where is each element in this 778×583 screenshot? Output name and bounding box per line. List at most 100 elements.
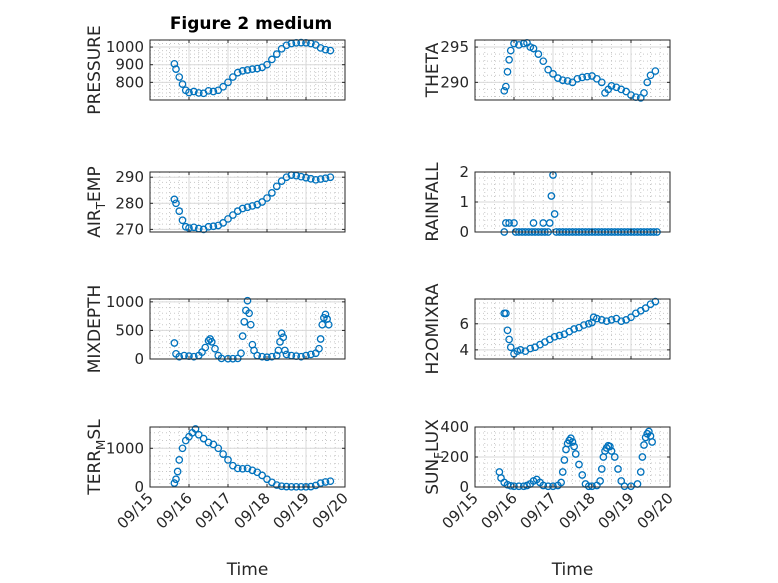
data-point bbox=[229, 73, 237, 81]
data-point bbox=[614, 465, 622, 473]
x-tick-label: 09/16 bbox=[153, 489, 196, 532]
data-point bbox=[246, 320, 255, 329]
series-markers bbox=[170, 38, 335, 98]
data-point bbox=[272, 182, 281, 191]
data-point bbox=[573, 74, 582, 83]
data-point bbox=[263, 353, 271, 362]
data-point bbox=[253, 64, 262, 73]
x-tick-label: 09/18 bbox=[231, 489, 274, 532]
figure-title: Figure 2 medium bbox=[170, 14, 332, 34]
y-tick-label: 290 bbox=[440, 73, 469, 91]
y-tick-label: 200 bbox=[440, 448, 469, 466]
data-point bbox=[547, 192, 556, 200]
data-point bbox=[172, 199, 180, 208]
data-point bbox=[502, 82, 510, 91]
data-point bbox=[597, 465, 606, 473]
data-point bbox=[570, 442, 578, 451]
data-point bbox=[204, 438, 213, 447]
y-tick-label: 800 bbox=[115, 73, 144, 91]
data-point bbox=[588, 318, 596, 327]
data-point bbox=[640, 441, 648, 449]
data-point bbox=[307, 350, 315, 359]
data-point bbox=[640, 89, 648, 97]
data-point bbox=[539, 57, 548, 66]
data-point bbox=[646, 71, 655, 80]
y-tick-label: 1000 bbox=[106, 439, 144, 457]
y-axis-label: SUNFLUX bbox=[423, 419, 446, 495]
data-point bbox=[190, 223, 198, 232]
data-point bbox=[243, 464, 252, 473]
data-point bbox=[204, 222, 213, 231]
data-point bbox=[324, 320, 333, 329]
data-point bbox=[316, 44, 325, 52]
data-point bbox=[190, 352, 198, 361]
series-markers bbox=[170, 425, 335, 491]
data-point bbox=[641, 433, 650, 442]
data-point bbox=[588, 482, 596, 491]
data-point bbox=[214, 444, 223, 453]
y-tick-label: 1000 bbox=[106, 38, 144, 56]
x-tick-label: 09/19 bbox=[595, 489, 638, 532]
data-point bbox=[622, 87, 630, 96]
data-point bbox=[268, 189, 276, 197]
data-point bbox=[172, 475, 180, 484]
data-point bbox=[209, 87, 218, 96]
y-axis-label: MIXDEPTH bbox=[85, 285, 105, 374]
data-point bbox=[316, 335, 325, 343]
data-point bbox=[214, 86, 223, 95]
data-point bbox=[610, 453, 619, 461]
data-point bbox=[272, 50, 281, 58]
subplot-7: 0100009/1509/1609/1709/1809/1909/20TERRM… bbox=[85, 419, 352, 580]
data-point bbox=[172, 65, 180, 73]
y-axis-label: H2OMIXRA bbox=[423, 283, 443, 374]
data-point bbox=[307, 174, 315, 183]
data-point bbox=[272, 481, 281, 489]
axes-box bbox=[474, 298, 671, 360]
subplot-6: 4 6 H2OMIXRA bbox=[423, 283, 671, 375]
data-point bbox=[238, 464, 247, 473]
data-point bbox=[515, 41, 523, 49]
data-point bbox=[593, 74, 601, 83]
y-tick-label: 1000 bbox=[106, 293, 144, 311]
data-point bbox=[578, 471, 587, 479]
data-point bbox=[240, 318, 249, 326]
data-point bbox=[211, 344, 219, 353]
data-point bbox=[173, 467, 182, 476]
y-tick-label: 1 bbox=[459, 193, 469, 211]
data-point bbox=[263, 60, 271, 69]
data-point bbox=[277, 329, 286, 338]
data-point bbox=[297, 172, 305, 181]
data-point bbox=[175, 73, 184, 81]
data-point bbox=[558, 468, 567, 476]
data-point bbox=[638, 453, 647, 461]
data-point bbox=[277, 44, 286, 53]
data-point bbox=[209, 440, 218, 449]
data-point bbox=[204, 86, 213, 95]
data-point bbox=[529, 44, 538, 53]
y-tick-label: 0 bbox=[459, 478, 469, 496]
series-markers bbox=[500, 38, 660, 102]
data-point bbox=[178, 80, 187, 88]
y-axis-label: AIRTEMP bbox=[85, 166, 108, 237]
data-point bbox=[506, 343, 515, 352]
data-point bbox=[201, 343, 210, 352]
data-point bbox=[526, 344, 535, 353]
y-tick-label: 6 bbox=[459, 315, 469, 333]
x-tick-label: 09/17 bbox=[192, 489, 235, 532]
data-point bbox=[170, 479, 179, 487]
y-tick-label: 900 bbox=[115, 56, 144, 74]
data-point bbox=[606, 442, 614, 451]
data-point bbox=[321, 174, 330, 183]
data-point bbox=[185, 88, 193, 97]
axes-box bbox=[149, 298, 346, 360]
data-point bbox=[544, 65, 552, 74]
y-axis-label: TERRMSL bbox=[85, 419, 108, 496]
data-point bbox=[326, 173, 335, 182]
data-point bbox=[641, 304, 650, 312]
data-point bbox=[580, 321, 588, 329]
data-point bbox=[519, 482, 528, 491]
axes-box bbox=[149, 39, 346, 101]
data-point bbox=[502, 309, 510, 318]
